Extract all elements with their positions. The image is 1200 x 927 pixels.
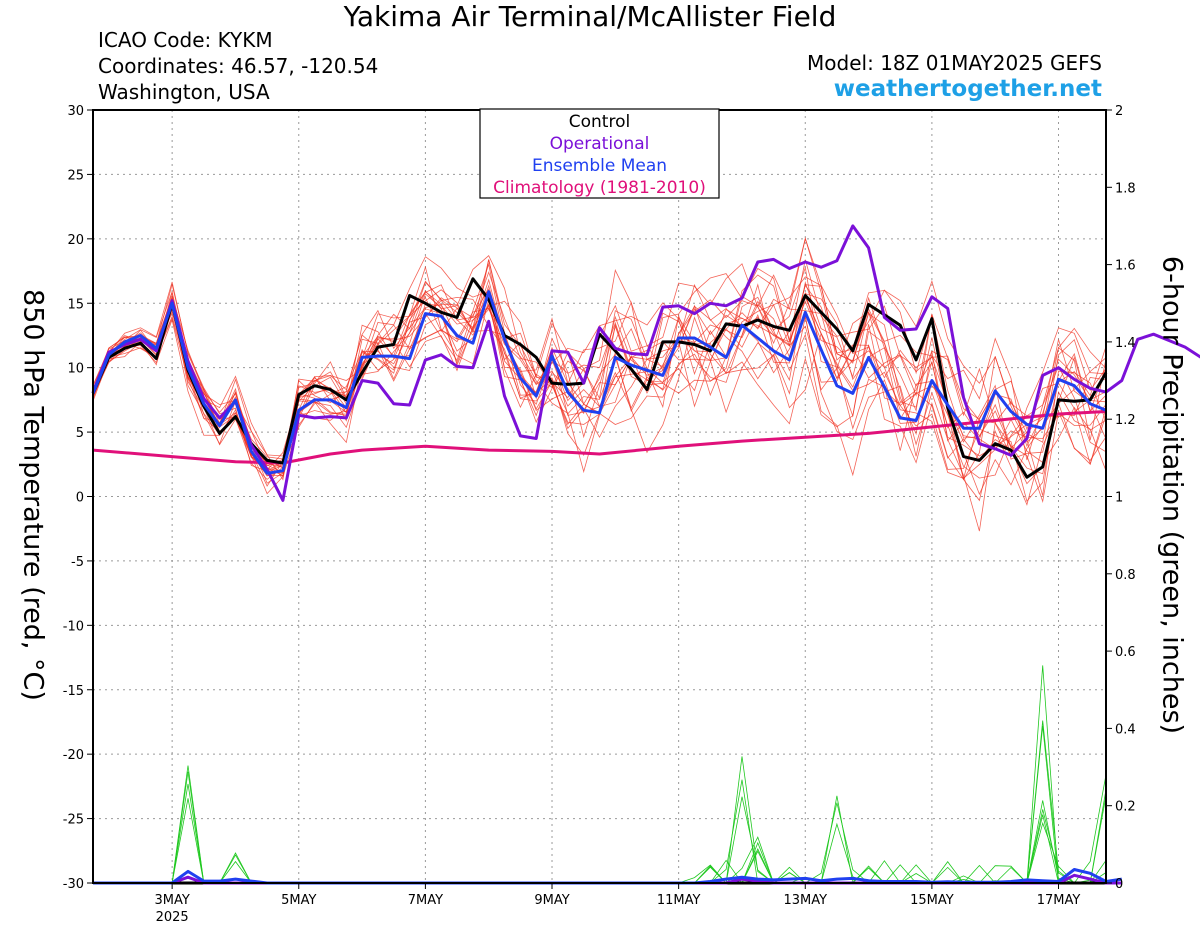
y2-tick-label: 1	[1115, 491, 1123, 506]
ensemble-member-line	[92, 289, 1107, 503]
y-axis-left-label: 850 hPa Temperature (red, °C)	[17, 289, 49, 701]
ensemble-member-line	[92, 274, 1107, 506]
website-link[interactable]: weathertogether.net	[833, 76, 1102, 102]
y-tick-label: -20	[63, 748, 84, 763]
y-tick-label: -25	[63, 813, 84, 828]
legend-entry: Climatology (1981-2010)	[493, 178, 706, 198]
coordinates: Coordinates: 46.57, -120.54	[98, 54, 379, 78]
y-tick-label: 0	[76, 491, 84, 506]
ensemble-member-temperature-lines	[92, 236, 1107, 532]
y2-tick-label: 0.8	[1115, 568, 1136, 583]
x-tick-label: 13MAY	[783, 893, 827, 908]
y2-tick-label: 1.4	[1115, 336, 1136, 351]
region-name: Washington, USA	[98, 80, 270, 104]
x-tick-year-label: 2025	[156, 910, 189, 925]
ensemble-member-line	[92, 303, 1107, 479]
y2-tick-label: 1.6	[1115, 259, 1136, 274]
icao-code: ICAO Code: KYKM	[98, 28, 273, 52]
ensemble-member-line	[92, 274, 1107, 502]
legend-entry: Ensemble Mean	[532, 156, 667, 176]
ensemble-member-line	[92, 262, 1107, 485]
y2-tick-label: 1.8	[1115, 181, 1136, 196]
y2-tick-label: 0.4	[1115, 722, 1136, 737]
y-tick-label: -15	[63, 684, 84, 699]
ensemble-member-precip-line	[93, 765, 1107, 884]
y-tick-label: -10	[63, 619, 84, 634]
ensemble-member-precipitation-lines	[93, 665, 1107, 884]
ensemble-member-line	[92, 259, 1107, 484]
y-tick-label: 10	[67, 362, 84, 377]
ensemble-member-precip-line	[93, 783, 1106, 884]
grid-lines	[93, 109, 1106, 884]
ensemble-member-precip-line	[93, 720, 1106, 884]
y2-tick-label: 0.6	[1115, 645, 1136, 660]
x-tick-label: 5MAY	[281, 893, 316, 908]
y2-tick-label: 1.2	[1115, 413, 1136, 428]
x-tick-label: 3MAY	[154, 893, 189, 908]
ensemble-member-line	[92, 263, 1107, 480]
y-tick-label: 20	[67, 233, 84, 248]
ensemble-member-line	[92, 299, 1107, 532]
ensemble-member-precip-line	[93, 771, 1107, 884]
ensemble-mean-temp-line	[91, 290, 1107, 475]
control-temp-line	[91, 277, 1108, 479]
y-axis-right-label: 6-hour Precipitation (green, inches)	[1156, 255, 1188, 735]
y-tick-label: 25	[67, 168, 84, 183]
ensemble-member-line	[92, 290, 1107, 476]
ensemble-member-precip-line	[93, 789, 1107, 884]
x-tick-label: 17MAY	[1037, 893, 1081, 908]
x-tick-label: 15MAY	[910, 893, 954, 908]
ensemble-member-precip-line	[93, 665, 1107, 884]
operational-temp-line	[91, 224, 1200, 502]
x-tick-label: 7MAY	[408, 893, 443, 908]
y2-tick-label: 0	[1115, 877, 1123, 892]
page-title: Yakima Air Terminal/McAllister Field	[343, 0, 837, 33]
legend-entry: Control	[569, 112, 630, 132]
y2-tick-label: 2	[1115, 104, 1123, 119]
x-tick-label: 11MAY	[657, 893, 701, 908]
y-tick-label: -30	[63, 877, 84, 892]
model-run: Model: 18Z 01MAY2025 GEFS	[807, 51, 1102, 75]
y-tick-label: 30	[67, 104, 84, 119]
y-tick-label: 5	[76, 426, 84, 441]
x-tick-label: 9MAY	[534, 893, 569, 908]
legend-frame	[479, 108, 720, 199]
ensemble-member-precip-line	[93, 725, 1106, 884]
legend-entry: Operational	[550, 134, 650, 154]
ensemble-member-line	[92, 294, 1107, 481]
ensemble-member-precip-line	[93, 774, 1107, 884]
y-tick-label: -5	[71, 555, 84, 570]
y2-tick-label: 0.2	[1115, 800, 1136, 815]
y-tick-label: 15	[67, 297, 84, 312]
axis-ticks: 302520151050-5-10-15-20-25-3021.81.61.41…	[63, 104, 1136, 925]
